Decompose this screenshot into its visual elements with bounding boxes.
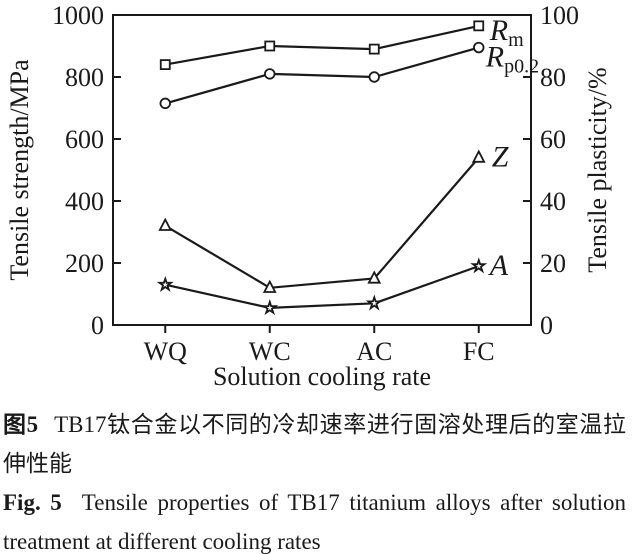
tensile-properties-chart: 0 200 400 600 800 1000 0 20 40 60 80 100 WQ WC AC FC Ten… [5, 1, 612, 391]
y-left-tick-label: 400 [65, 187, 104, 216]
marker-triangle-Z-WC [262, 279, 277, 293]
marker-star-A-FC [470, 257, 488, 274]
series-line-Rp0.2 [165, 46, 480, 105]
marker-circle-Rp0.2-FC [473, 41, 485, 54]
marker-circle-Rp0.2-WC [264, 68, 276, 80]
y-right-tick-label: 20 [540, 249, 566, 278]
y-right-axis-title: Tensile plasticity/% [583, 67, 612, 272]
y-left-tick-label: 1000 [52, 1, 104, 30]
caption-en-text: Tensile properties of TB17 titanium allo… [3, 490, 626, 554]
marker-triangle-Z-WQ [158, 217, 173, 231]
x-tick-label: WC [249, 337, 291, 366]
y-left-tick-label: 0 [91, 311, 104, 340]
marker-square-Rm-AC [368, 43, 380, 55]
caption-en-label: Fig. 5 [3, 490, 62, 515]
y-left-axis-title: Tensile strength/MPa [5, 59, 34, 281]
marker-triangle-Z-FC [471, 149, 486, 163]
series-label-Rm: Rm [489, 14, 524, 51]
plot-frame [112, 14, 532, 326]
caption-zh-label: 图5 [3, 412, 39, 437]
marker-square-Rm-FC [473, 20, 485, 32]
x-axis-title: Solution cooling rate [213, 362, 431, 391]
marker-star-A-WQ [156, 275, 174, 293]
y-right-tick-label: 100 [540, 1, 579, 30]
x-tick-label: AC [356, 337, 392, 366]
marker-star-A-AC [365, 294, 383, 311]
y-right-tick-label: 40 [540, 187, 566, 216]
y-right-tick-label: 0 [540, 311, 553, 340]
series-Rm: Rm [159, 14, 524, 70]
series-Z: Z [158, 141, 509, 293]
marker-triangle-Z-AC [367, 270, 382, 284]
caption-zh: 图5 TB17钛合金以不同的冷却速率进行固溶处理后的室温拉伸性能 [3, 405, 626, 483]
marker-square-Rm-WQ [159, 59, 171, 70]
series-label-Z: Z [492, 141, 509, 174]
series-label-Rp0.2: Rp0.2 [485, 41, 539, 78]
series-line-Rm [165, 24, 480, 66]
marker-square-Rm-WC [264, 40, 276, 52]
series-label-A: A [488, 249, 509, 282]
series-A: A [156, 249, 509, 316]
y-left-tick-label: 200 [65, 249, 104, 278]
marker-circle-Rp0.2-AC [368, 71, 380, 83]
series-line-Z [164, 156, 480, 289]
x-tick-label: WQ [144, 337, 188, 366]
marker-circle-Rp0.2-WQ [159, 97, 171, 110]
caption-en: Fig. 5 Tensile properties of TB17 titaniu… [3, 483, 626, 554]
series-line-A [165, 265, 480, 310]
series-Rp0.2: Rp0.2 [159, 41, 539, 110]
y-right-tick-label: 60 [540, 125, 566, 154]
x-tick-label: FC [463, 337, 495, 366]
marker-star-A-WC [261, 298, 279, 316]
y-left-tick-label: 600 [65, 125, 104, 154]
caption-zh-text: TB17钛合金以不同的冷却速率进行固溶处理后的室温拉伸性能 [3, 412, 627, 476]
y-right-tick-label: 80 [540, 63, 566, 92]
y-left-tick-label: 800 [65, 63, 104, 92]
figure-caption: 图5 TB17钛合金以不同的冷却速率进行固溶处理后的室温拉伸性能 Fig. 5 Te… [0, 397, 634, 554]
